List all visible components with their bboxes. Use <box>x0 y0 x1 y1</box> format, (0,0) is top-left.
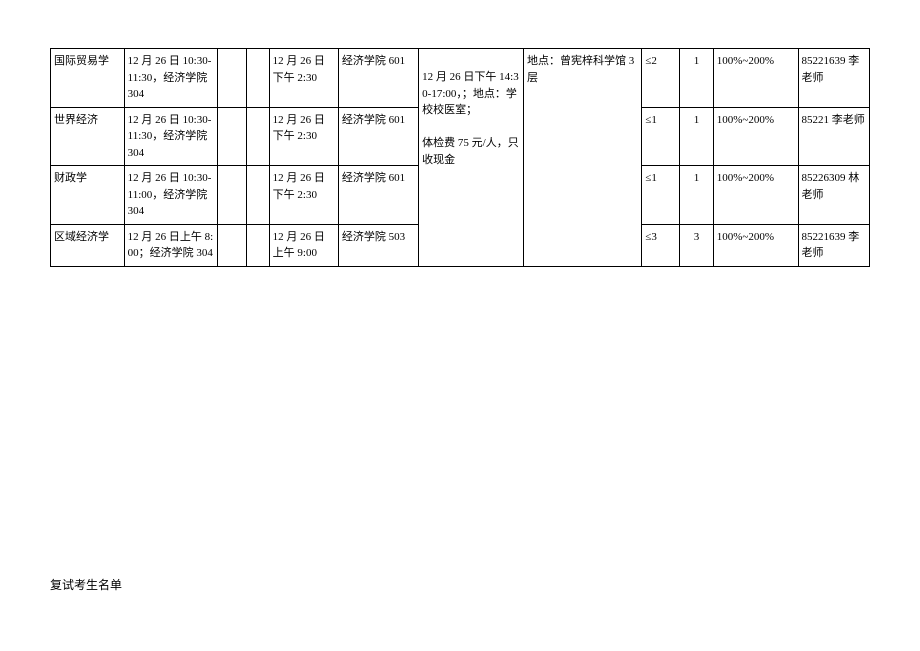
cell-subject: 财政学 <box>51 166 125 225</box>
cell-subject: 区域经济学 <box>51 224 125 266</box>
schedule-table: 国际贸易学 12 月 26 日 10:30-11:30，经济学院 304 12 … <box>50 48 870 267</box>
cell-empty <box>247 107 269 166</box>
cell-interview-time: 12 月 26 日下午 2:30 <box>269 107 338 166</box>
table-row: 国际贸易学 12 月 26 日 10:30-11:30，经济学院 304 12 … <box>51 49 870 108</box>
cell-ratio: 100%~200% <box>713 107 798 166</box>
cell-quota: ≤3 <box>642 224 680 266</box>
cell-quota: ≤2 <box>642 49 680 108</box>
cell-interview-place: 经济学院 503 <box>338 224 418 266</box>
cell-contact: 85221639 李老师 <box>798 49 870 108</box>
cell-time-place: 12 月 26 日 10:30-11:30，经济学院 304 <box>124 107 218 166</box>
cell-subject: 世界经济 <box>51 107 125 166</box>
cell-subject: 国际贸易学 <box>51 49 125 108</box>
cell-interview-time: 12 月 26 日上午 9:00 <box>269 224 338 266</box>
cell-empty <box>218 166 247 225</box>
cell-count: 3 <box>680 224 713 266</box>
cell-ratio: 100%~200% <box>713 166 798 225</box>
cell-empty <box>247 49 269 108</box>
cell-contact: 85221639 李老师 <box>798 224 870 266</box>
cell-interview-place: 经济学院 601 <box>338 166 418 225</box>
cell-empty <box>247 224 269 266</box>
cell-count: 1 <box>680 107 713 166</box>
cell-empty <box>218 224 247 266</box>
cell-interview-time: 12 月 26 日下午 2:30 <box>269 49 338 108</box>
cell-ratio: 100%~200% <box>713 224 798 266</box>
footer-heading: 复试考生名单 <box>50 576 122 593</box>
cell-interview-place: 经济学院 601 <box>338 49 418 108</box>
cell-contact: 85226309 林老师 <box>798 166 870 225</box>
cell-quota: ≤1 <box>642 166 680 225</box>
cell-ratio: 100%~200% <box>713 49 798 108</box>
cell-empty <box>247 166 269 225</box>
cell-empty <box>218 49 247 108</box>
cell-contact: 85221 李老师 <box>798 107 870 166</box>
cell-interview-time: 12 月 26 日下午 2:30 <box>269 166 338 225</box>
page-content: 国际贸易学 12 月 26 日 10:30-11:30，经济学院 304 12 … <box>0 0 920 267</box>
cell-location: 地点：曾宪梓科学馆 3 层 <box>524 49 642 267</box>
cell-count: 1 <box>680 49 713 108</box>
cell-time-place: 12 月 26 日 10:30-11:30，经济学院 304 <box>124 49 218 108</box>
cell-interview-place: 经济学院 601 <box>338 107 418 166</box>
cell-quota: ≤1 <box>642 107 680 166</box>
cell-time-place: 12 月 26 日上午 8:00；经济学院 304 <box>124 224 218 266</box>
cell-empty <box>218 107 247 166</box>
cell-count: 1 <box>680 166 713 225</box>
cell-time-place: 12 月 26 日 10:30-11:00，经济学院 304 <box>124 166 218 225</box>
cell-physical-exam: 12 月 26 日下午 14:30-17:00，；地点：学校校医室； 体检费 7… <box>419 49 524 267</box>
